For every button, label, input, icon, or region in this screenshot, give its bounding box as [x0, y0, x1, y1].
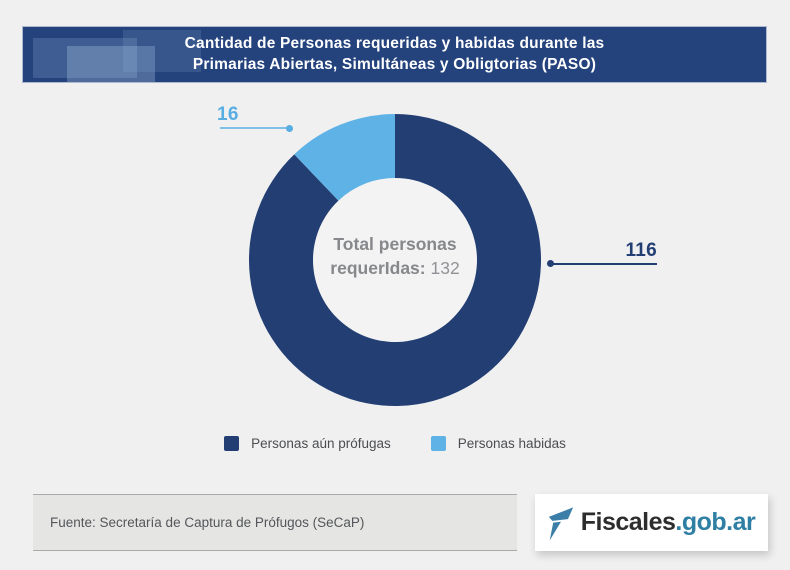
fiscales-logo[interactable]: Fiscales.gob.ar [535, 494, 768, 551]
legend-item-habidas: Personas habidas [430, 436, 566, 451]
source-text: Fuente: Secretaría de Captura de Prófugo… [50, 515, 365, 530]
center-label-line-2: requerIdas: 132 [295, 256, 495, 280]
fiscales-flag-icon [548, 506, 573, 540]
callout-dot-habidas [286, 125, 293, 132]
chart-title: Cantidad de Personas requeridas y habida… [23, 34, 766, 75]
legend-swatch-habidas [430, 436, 446, 451]
banner-decoration [23, 27, 766, 82]
source-bar: Fuente: Secretaría de Captura de Prófugo… [33, 494, 517, 551]
legend-item-profugas: Personas aún prófugas [224, 436, 391, 451]
logo-name: Fiscales [580, 508, 676, 536]
logo-suffix: .gob.ar [675, 508, 756, 536]
donut-hole [313, 178, 477, 342]
decoration-rect [123, 30, 201, 72]
legend-label-habidas: Personas habidas [457, 436, 566, 451]
decoration-rect [33, 38, 137, 78]
callout-value-profugas: 116 [625, 240, 657, 261]
callout-value-habidas: 16 [217, 104, 239, 125]
chart-title-line-2: Primarias Abiertas, Simultáneas y Obligt… [192, 55, 597, 73]
header-banner: Cantidad de Personas requeridas y habida… [22, 26, 767, 83]
donut-segment-1 [294, 114, 395, 201]
donut-chart [248, 114, 541, 406]
legend-swatch-profugas [224, 436, 240, 451]
chart-legend: Personas aún prófugas Personas habidas [0, 436, 790, 451]
donut-segment-0 [248, 114, 541, 406]
logo-text: Fiscales.gob.ar [581, 508, 756, 537]
total-value: 132 [430, 258, 460, 278]
callout-dot-profugas [547, 260, 554, 267]
decoration-rect [67, 46, 155, 82]
legend-label-profugas: Personas aún prófugas [251, 436, 391, 451]
center-label-bold: requerIdas: [330, 258, 426, 278]
callout-line-habidas [220, 127, 289, 129]
callout-line-profugas [552, 263, 657, 265]
donut-center-label: Total personas requerIdas: 132 [295, 232, 495, 280]
center-label-line-1: Total personas [333, 234, 457, 254]
chart-title-line-1: Cantidad de Personas requeridas y habida… [184, 35, 605, 52]
